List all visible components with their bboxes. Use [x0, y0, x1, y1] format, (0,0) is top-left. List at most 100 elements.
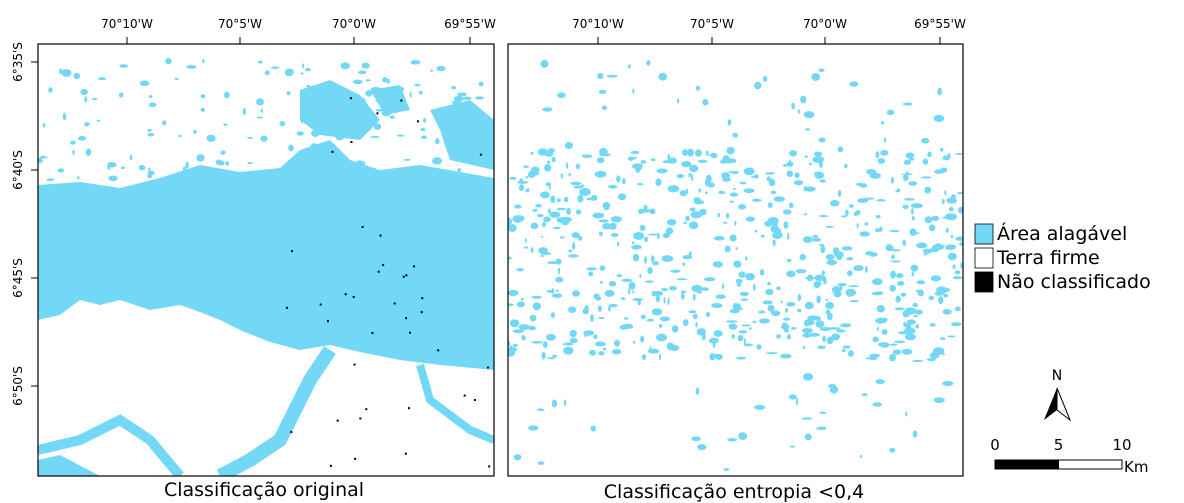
- flood-speck: [139, 80, 150, 87]
- flood-speck: [538, 247, 548, 255]
- flood-speck: [666, 219, 677, 226]
- flood-speck: [409, 91, 412, 99]
- flood-speck: [590, 425, 597, 432]
- flood-speck: [821, 270, 826, 276]
- flood-speck: [508, 346, 518, 353]
- flood-speck: [451, 86, 457, 90]
- unclassified-speck: [382, 263, 385, 266]
- flood-speck: [247, 162, 253, 165]
- x-tick-label: 70°10'W: [101, 17, 153, 31]
- unclassified-speck: [437, 349, 440, 352]
- flood-speck: [818, 243, 825, 247]
- flood-speck: [952, 276, 963, 280]
- unclassified-speck: [331, 150, 334, 153]
- flood-speck: [717, 294, 720, 299]
- flood-speck: [803, 186, 807, 192]
- flood-speck: [520, 297, 524, 301]
- flood-speck: [848, 204, 854, 208]
- flood-speck: [814, 171, 822, 177]
- flood-speck: [623, 317, 629, 320]
- flood-speck: [816, 345, 827, 350]
- flood-speck: [897, 280, 905, 286]
- flood-speck: [697, 443, 707, 451]
- flood-speck: [880, 120, 885, 125]
- unclassified-speck: [421, 297, 424, 300]
- flood-speck: [880, 149, 889, 156]
- flood-speck: [557, 267, 561, 275]
- flood-speck: [644, 236, 649, 243]
- flood-speck: [616, 273, 623, 278]
- flood-speck: [62, 112, 67, 121]
- flood-speck: [735, 247, 738, 251]
- flood-speck: [894, 307, 905, 311]
- map-entropy: [508, 44, 963, 476]
- flood-speck: [593, 334, 598, 340]
- flood-speck: [804, 321, 810, 327]
- flood-speck: [688, 173, 692, 178]
- flood-speck: [120, 166, 125, 170]
- unclassified-speck: [404, 452, 407, 455]
- flood-speck: [898, 331, 910, 335]
- flood-speck: [920, 176, 932, 179]
- flood-speck: [690, 173, 694, 181]
- flood-speck: [606, 74, 618, 78]
- unclassified-speck: [400, 99, 403, 102]
- flood-speck: [313, 95, 322, 101]
- flood-speck: [148, 94, 153, 99]
- flood-speck: [370, 87, 381, 94]
- flood-speck: [525, 188, 530, 193]
- flood-patch: [38, 455, 100, 476]
- flood-speck: [691, 284, 703, 293]
- flood-speck: [705, 174, 712, 183]
- flood-speck: [375, 108, 384, 112]
- north-arrow: N: [1044, 368, 1072, 422]
- flood-speck: [679, 190, 687, 197]
- flood-speck: [883, 137, 887, 143]
- flood-speck: [563, 399, 567, 406]
- flood-speck: [954, 152, 963, 155]
- flood-speck: [651, 308, 663, 316]
- flood-speck: [718, 190, 726, 195]
- flood-speck: [861, 393, 868, 397]
- flood-speck: [874, 228, 881, 233]
- flood-speck: [48, 87, 53, 93]
- flood-speck: [421, 135, 427, 140]
- flood-speck: [895, 190, 901, 193]
- flood-speck: [903, 198, 915, 201]
- flood-speck: [183, 166, 186, 170]
- flood-speck: [758, 310, 766, 314]
- flood-speck: [804, 301, 814, 310]
- flood-speck: [889, 343, 898, 346]
- flood-speck: [786, 302, 796, 307]
- unclassified-speck: [417, 120, 420, 123]
- flood-speck: [722, 221, 728, 224]
- flood-speck: [662, 160, 672, 164]
- flood-speck: [732, 187, 736, 190]
- flood-speck: [766, 176, 771, 182]
- flood-speck: [717, 212, 721, 218]
- flood-speck: [934, 291, 944, 296]
- flood-speck: [696, 85, 700, 91]
- flood-speck: [680, 290, 687, 294]
- flood-speck: [767, 281, 771, 286]
- flood-speck: [875, 215, 881, 219]
- flood-speck: [937, 87, 942, 96]
- flood-speck: [598, 316, 605, 320]
- flood-speck: [508, 303, 514, 307]
- flood-speck: [877, 158, 886, 164]
- river: [416, 363, 494, 444]
- flood-speck: [752, 283, 756, 291]
- flood-speck: [361, 62, 370, 69]
- flood-speck: [525, 176, 529, 179]
- unclassified-speck: [379, 234, 382, 237]
- flood-speck: [785, 307, 789, 313]
- flood-speck: [752, 320, 757, 324]
- flood-speck: [840, 215, 848, 218]
- flood-speck: [816, 295, 821, 304]
- flood-speck: [225, 161, 230, 166]
- flood-speck: [381, 110, 392, 117]
- flood-speck: [602, 222, 612, 230]
- flood-speck: [556, 207, 567, 211]
- flood-speck: [597, 73, 604, 80]
- flood-speck: [541, 351, 546, 360]
